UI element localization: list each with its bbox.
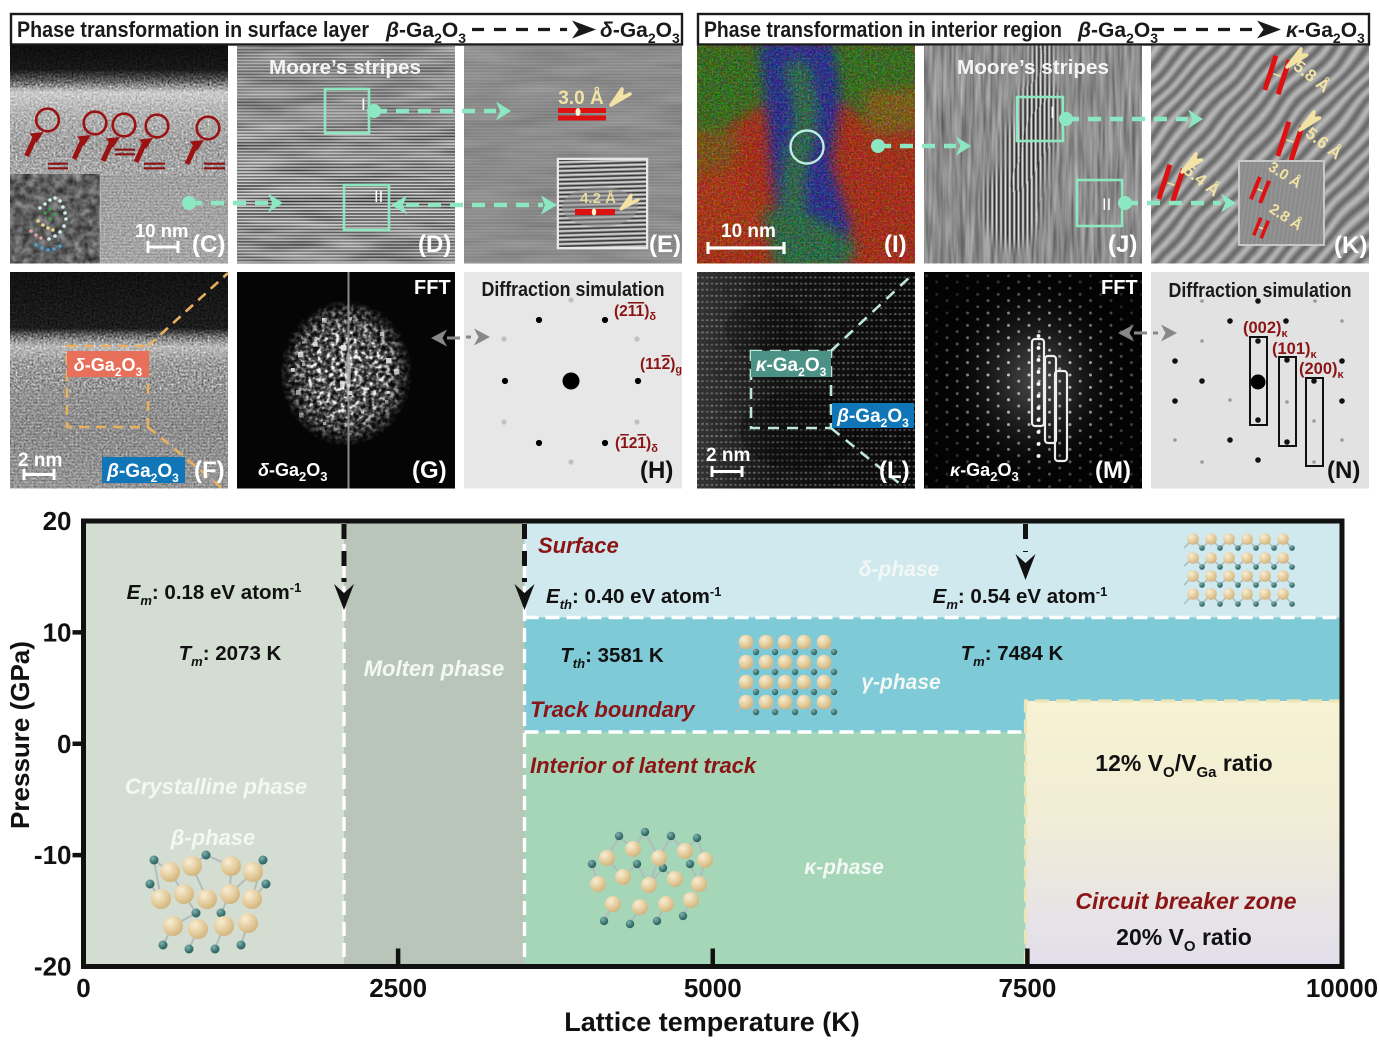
svg-text:(I): (I) (884, 231, 907, 258)
svg-text:-20: -20 (34, 952, 72, 982)
svg-text:Moore’s stripes: Moore’s stripes (957, 56, 1109, 79)
svg-text:Track boundary: Track boundary (530, 697, 696, 722)
svg-text:κ-Ga2O3: κ-Ga2O3 (1286, 19, 1365, 46)
svg-text:Interior of latent track: Interior of latent track (530, 753, 758, 778)
svg-text:Tth: 3581 K: Tth: 3581 K (560, 644, 664, 671)
svg-text:Molten phase: Molten phase (364, 656, 505, 681)
svg-text:δ-phase: δ-phase (859, 558, 940, 581)
svg-text:Tm: 7484 K: Tm: 7484 K (961, 642, 1064, 669)
svg-text:Em: 0.54 eV atom-1: Em: 0.54 eV atom-1 (933, 584, 1108, 612)
svg-text:20: 20 (43, 506, 72, 536)
svg-text:2 nm: 2 nm (18, 450, 62, 471)
svg-text:Surface: Surface (538, 533, 619, 558)
svg-text:II: II (374, 188, 383, 206)
svg-text:I: I (1050, 103, 1055, 122)
svg-text:2500: 2500 (369, 973, 427, 1003)
svg-text:Circuit breaker zone: Circuit breaker zone (1075, 888, 1296, 914)
svg-text:0: 0 (57, 729, 71, 759)
svg-text:5000: 5000 (684, 973, 742, 1003)
svg-text:Eth: 0.40 eV atom-1: Eth: 0.40 eV atom-1 (546, 584, 721, 612)
svg-text:(002)κ: (002)κ (1243, 319, 1289, 340)
svg-text:10: 10 (43, 617, 72, 647)
svg-text:FFT: FFT (414, 277, 451, 299)
svg-text:Phase transformation in interi: Phase transformation in interior region (704, 17, 1062, 42)
svg-text:I: I (361, 95, 366, 114)
svg-text:(112)g: (112)g (640, 356, 682, 376)
svg-text:Crystalline phase: Crystalline phase (125, 774, 307, 799)
svg-text:(L): (L) (879, 457, 910, 484)
svg-text:10 nm: 10 nm (135, 220, 188, 241)
svg-text:3.0 Å: 3.0 Å (558, 88, 604, 109)
svg-text:(D): (D) (418, 231, 451, 258)
svg-text:γ-phase: γ-phase (861, 671, 941, 694)
svg-text:(G): (G) (412, 457, 447, 484)
svg-text:7500: 7500 (998, 973, 1056, 1003)
svg-text:(K): (K) (1334, 232, 1367, 259)
svg-text:(F): (F) (194, 457, 225, 484)
svg-text:(200)κ: (200)κ (1299, 360, 1345, 381)
svg-text:(J): (J) (1108, 231, 1137, 258)
svg-text:(211)δ: (211)δ (614, 303, 656, 323)
svg-text:Pressure (GPa): Pressure (GPa) (5, 641, 35, 829)
svg-text:β-phase: β-phase (170, 825, 256, 850)
svg-text:β-Ga2O3: β-Ga2O3 (106, 461, 179, 485)
svg-text:(C): (C) (192, 231, 225, 258)
svg-text:Lattice temperature (K): Lattice temperature (K) (564, 1007, 860, 1037)
svg-text:Phase transformation in surfac: Phase transformation in surface layer (17, 17, 369, 42)
svg-text:12% VO/VGa ratio: 12% VO/VGa ratio (1095, 750, 1272, 781)
svg-text:10 nm: 10 nm (721, 221, 776, 242)
svg-text:II: II (1102, 196, 1111, 214)
svg-text:2 nm: 2 nm (706, 445, 750, 466)
svg-text:(E): (E) (649, 231, 681, 258)
svg-text:FFT: FFT (1101, 277, 1138, 299)
svg-text:κ-Ga2O3: κ-Ga2O3 (756, 355, 827, 379)
svg-text:Diffraction simulation: Diffraction simulation (482, 278, 665, 301)
svg-text:(121)δ: (121)δ (615, 435, 658, 455)
svg-text:β-Ga2O3: β-Ga2O3 (1077, 19, 1158, 46)
svg-text:Diffraction simulation: Diffraction simulation (1169, 279, 1352, 302)
svg-text:δ-Ga2O3: δ-Ga2O3 (600, 19, 680, 46)
svg-text:(H): (H) (640, 457, 673, 484)
svg-text:Em: 0.18 eV atom-1: Em: 0.18 eV atom-1 (127, 580, 302, 608)
svg-text:(N): (N) (1327, 457, 1360, 484)
svg-text:κ-phase: κ-phase (804, 856, 884, 879)
svg-text:10000: 10000 (1306, 973, 1378, 1003)
svg-text:-10: -10 (34, 840, 72, 870)
svg-text:β-Ga2O3: β-Ga2O3 (836, 406, 909, 430)
svg-text:4.2 Å: 4.2 Å (580, 190, 616, 207)
svg-text:0: 0 (76, 973, 90, 1003)
svg-text:(M): (M) (1095, 457, 1131, 484)
svg-text:Tm: 2073 K: Tm: 2073 K (179, 642, 282, 669)
svg-text:β-Ga2O3: β-Ga2O3 (385, 19, 466, 46)
svg-text:Moore’s stripes: Moore’s stripes (269, 56, 421, 79)
svg-text:(101)κ: (101)κ (1272, 340, 1318, 361)
